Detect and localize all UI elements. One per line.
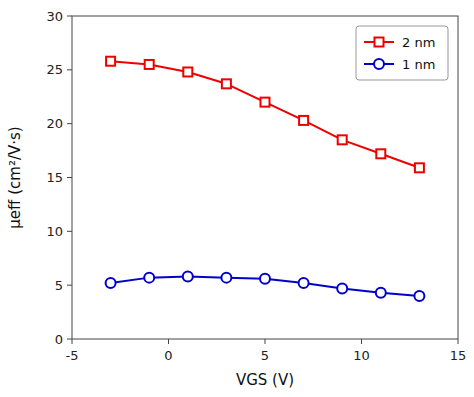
series bbox=[106, 272, 425, 301]
x-tick bbox=[265, 339, 266, 344]
data-point bbox=[221, 273, 231, 283]
legend-label: 2 nm bbox=[402, 35, 435, 50]
data-point bbox=[299, 278, 309, 288]
y-tick bbox=[67, 177, 72, 178]
x-tick bbox=[361, 339, 362, 344]
data-point bbox=[183, 67, 192, 76]
data-point bbox=[261, 98, 270, 107]
legend: 2 nm 1 nm bbox=[356, 26, 448, 80]
data-point bbox=[145, 60, 154, 69]
data-point bbox=[106, 57, 115, 66]
y-tick bbox=[67, 123, 72, 124]
data-point bbox=[222, 79, 231, 88]
legend-marker bbox=[374, 59, 384, 69]
x-tick-label: 5 bbox=[261, 348, 269, 363]
chart-svg: -5051015051015202530VGS (V)μeff (cm²/V·s… bbox=[0, 0, 474, 397]
y-tick bbox=[67, 69, 72, 70]
data-point bbox=[144, 273, 154, 283]
y-tick-label: 0 bbox=[55, 332, 63, 347]
x-axis-label: VGS (V) bbox=[236, 371, 294, 389]
data-point bbox=[183, 272, 193, 282]
chart-container: -5051015051015202530VGS (V)μeff (cm²/V·s… bbox=[0, 0, 474, 397]
data-point bbox=[415, 163, 424, 172]
y-tick-label: 10 bbox=[46, 224, 63, 239]
y-tick-label: 5 bbox=[55, 278, 63, 293]
x-tick-label: -5 bbox=[66, 348, 79, 363]
data-point bbox=[376, 149, 385, 158]
legend-label: 1 nm bbox=[402, 57, 435, 72]
x-tick bbox=[168, 339, 169, 344]
legend-marker bbox=[375, 38, 384, 47]
data-layer bbox=[106, 57, 425, 301]
data-point bbox=[376, 288, 386, 298]
y-tick bbox=[67, 16, 72, 17]
data-point bbox=[337, 283, 347, 293]
y-tick-label: 15 bbox=[46, 170, 63, 185]
x-tick-label: 10 bbox=[353, 348, 370, 363]
x-tick-label: 15 bbox=[450, 348, 467, 363]
x-tick bbox=[458, 339, 459, 344]
y-axis-label: μeff (cm²/V·s) bbox=[6, 126, 24, 228]
y-tick bbox=[67, 285, 72, 286]
y-tick-label: 30 bbox=[46, 9, 63, 24]
x-tick bbox=[72, 339, 73, 344]
y-tick-label: 25 bbox=[46, 62, 63, 77]
y-tick bbox=[67, 339, 72, 340]
y-tick bbox=[67, 231, 72, 232]
x-tick-label: 0 bbox=[164, 348, 172, 363]
data-point bbox=[414, 291, 424, 301]
data-point bbox=[260, 274, 270, 284]
data-point bbox=[106, 278, 116, 288]
y-tick-label: 20 bbox=[46, 116, 63, 131]
data-point bbox=[338, 135, 347, 144]
x-axis: -5 0 5 10 15 bbox=[66, 339, 467, 363]
data-point bbox=[299, 116, 308, 125]
plot-frame bbox=[72, 16, 458, 339]
y-axis: 0 5 10 15 20 25 30 bbox=[46, 9, 72, 347]
legend-box bbox=[356, 26, 448, 80]
